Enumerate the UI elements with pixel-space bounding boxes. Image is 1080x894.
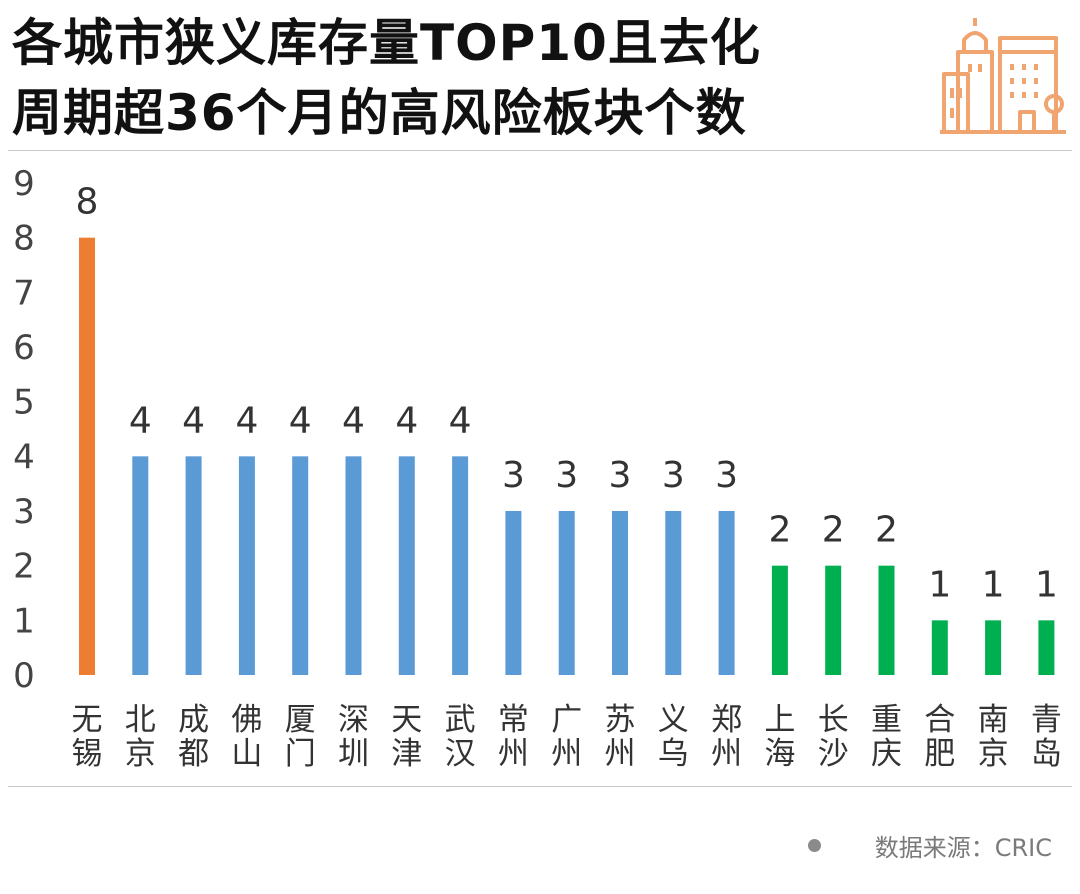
bar xyxy=(452,456,469,675)
value-label: 3 xyxy=(502,455,525,496)
x-tick-label: 无锡 xyxy=(72,702,103,772)
bar xyxy=(238,456,255,675)
x-tick-label: 上海 xyxy=(764,702,795,772)
value-label: 3 xyxy=(555,455,578,496)
value-label: 2 xyxy=(768,510,791,551)
x-tick-label: 郑州 xyxy=(711,702,742,772)
x-tick-label: 佛山 xyxy=(231,702,262,772)
source-label: 数据来源：CRIC xyxy=(874,834,1052,862)
bar xyxy=(132,456,149,675)
value-label: 4 xyxy=(129,400,152,441)
bar xyxy=(505,511,522,675)
y-tick-label: 9 xyxy=(13,164,35,204)
x-tick-label: 苏州 xyxy=(605,702,636,772)
y-tick-label: 4 xyxy=(13,437,35,477)
bar xyxy=(878,565,895,675)
bottom-divider xyxy=(8,786,1072,787)
y-tick-label: 2 xyxy=(13,547,35,587)
bar xyxy=(345,456,362,675)
bar xyxy=(665,511,682,675)
y-tick-label: 1 xyxy=(13,601,35,641)
y-tick-label: 8 xyxy=(13,219,35,259)
value-label: 1 xyxy=(982,564,1005,605)
x-tick-label: 青岛 xyxy=(1031,702,1062,772)
bar xyxy=(398,456,415,675)
y-tick-label: 5 xyxy=(13,383,35,423)
bar xyxy=(771,565,788,675)
value-label: 2 xyxy=(822,510,845,551)
city-buildings-icon xyxy=(940,18,1066,134)
bar xyxy=(931,620,948,675)
value-label: 4 xyxy=(342,400,365,441)
bar xyxy=(1038,620,1055,675)
x-tick-label: 北京 xyxy=(125,702,156,772)
chart-title-line-2: 周期超36个月的高风险板块个数 xyxy=(12,84,747,142)
source-note: 数据来源：CRIC xyxy=(807,828,1052,863)
bar xyxy=(79,237,95,675)
bar xyxy=(985,620,1002,675)
bar xyxy=(558,511,575,675)
value-label: 3 xyxy=(609,455,632,496)
value-label: 4 xyxy=(182,400,205,441)
y-tick-label: 7 xyxy=(13,273,35,313)
value-label: 2 xyxy=(875,510,898,551)
value-label: 4 xyxy=(235,400,258,441)
value-label: 4 xyxy=(395,400,418,441)
bar xyxy=(825,565,842,675)
y-tick-label: 6 xyxy=(13,328,35,368)
value-label: 4 xyxy=(289,400,312,441)
y-tick-label: 0 xyxy=(13,656,35,696)
x-tick-label: 武汉 xyxy=(445,702,476,772)
x-tick-label: 重庆 xyxy=(871,702,902,772)
value-label: 3 xyxy=(662,455,685,496)
bar-series xyxy=(79,237,1055,675)
x-tick-label: 南京 xyxy=(978,702,1009,772)
x-tick-label: 厦门 xyxy=(285,702,316,772)
chart-title-line-1: 各城市狭义库存量TOP10且去化 xyxy=(12,14,761,72)
bar xyxy=(185,456,202,675)
top-divider xyxy=(8,150,1072,151)
x-tick-label: 广州 xyxy=(551,702,582,772)
x-tick-label: 深圳 xyxy=(338,702,369,772)
data-labels: 84 4 4 4 4 4 43 3 3 3 32 2 21 1 1 xyxy=(76,182,1058,606)
x-tick-label: 成都 xyxy=(178,702,209,772)
x-tick-label: 常州 xyxy=(498,702,529,772)
bar xyxy=(718,511,735,675)
x-tick-label: 长沙 xyxy=(818,702,849,772)
value-label: 8 xyxy=(76,182,99,223)
x-tick-label: 义乌 xyxy=(658,702,689,772)
y-tick-label: 3 xyxy=(13,492,35,532)
bar xyxy=(612,511,628,675)
x-tick-label: 天津 xyxy=(391,702,422,772)
x-tick-label: 合肥 xyxy=(924,702,955,772)
value-label: 1 xyxy=(1035,564,1058,605)
bullet-icon xyxy=(807,839,821,852)
y-axis: 0 1 2 3 4 5 6 7 8 9 xyxy=(13,164,35,696)
value-label: 1 xyxy=(928,564,951,605)
value-label: 3 xyxy=(715,455,738,496)
value-label: 4 xyxy=(449,400,472,441)
bar xyxy=(292,456,309,675)
